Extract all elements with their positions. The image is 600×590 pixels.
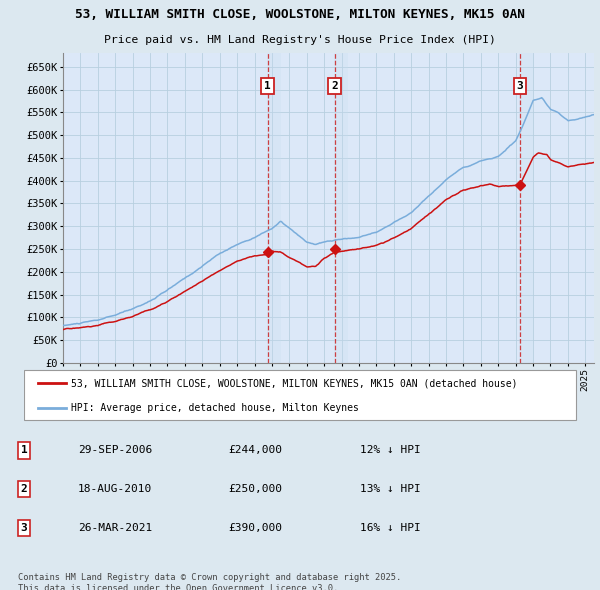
- Bar: [334, 53, 348, 363]
- Text: 3: 3: [517, 81, 523, 91]
- Text: £244,000: £244,000: [228, 445, 282, 455]
- Text: £390,000: £390,000: [228, 523, 282, 533]
- Text: 18-AUG-2010: 18-AUG-2010: [78, 484, 152, 494]
- Text: 1: 1: [20, 445, 28, 455]
- Text: 1: 1: [264, 81, 271, 91]
- Text: Price paid vs. HM Land Registry's House Price Index (HPI): Price paid vs. HM Land Registry's House …: [104, 35, 496, 45]
- Bar: [266, 53, 281, 363]
- Text: 53, WILLIAM SMITH CLOSE, WOOLSTONE, MILTON KEYNES, MK15 0AN (detached house): 53, WILLIAM SMITH CLOSE, WOOLSTONE, MILT…: [71, 378, 518, 388]
- Text: 16% ↓ HPI: 16% ↓ HPI: [360, 523, 421, 533]
- Text: 29-SEP-2006: 29-SEP-2006: [78, 445, 152, 455]
- Text: 26-MAR-2021: 26-MAR-2021: [78, 523, 152, 533]
- Text: HPI: Average price, detached house, Milton Keynes: HPI: Average price, detached house, Milt…: [71, 402, 359, 412]
- FancyBboxPatch shape: [24, 371, 577, 420]
- Text: 53, WILLIAM SMITH CLOSE, WOOLSTONE, MILTON KEYNES, MK15 0AN: 53, WILLIAM SMITH CLOSE, WOOLSTONE, MILT…: [75, 8, 525, 21]
- Text: Contains HM Land Registry data © Crown copyright and database right 2025.
This d: Contains HM Land Registry data © Crown c…: [18, 573, 401, 590]
- Bar: [519, 53, 533, 363]
- Text: £250,000: £250,000: [228, 484, 282, 494]
- Text: 3: 3: [20, 523, 28, 533]
- Text: 2: 2: [332, 81, 338, 91]
- Text: 12% ↓ HPI: 12% ↓ HPI: [360, 445, 421, 455]
- Text: 2: 2: [20, 484, 28, 494]
- Text: 13% ↓ HPI: 13% ↓ HPI: [360, 484, 421, 494]
